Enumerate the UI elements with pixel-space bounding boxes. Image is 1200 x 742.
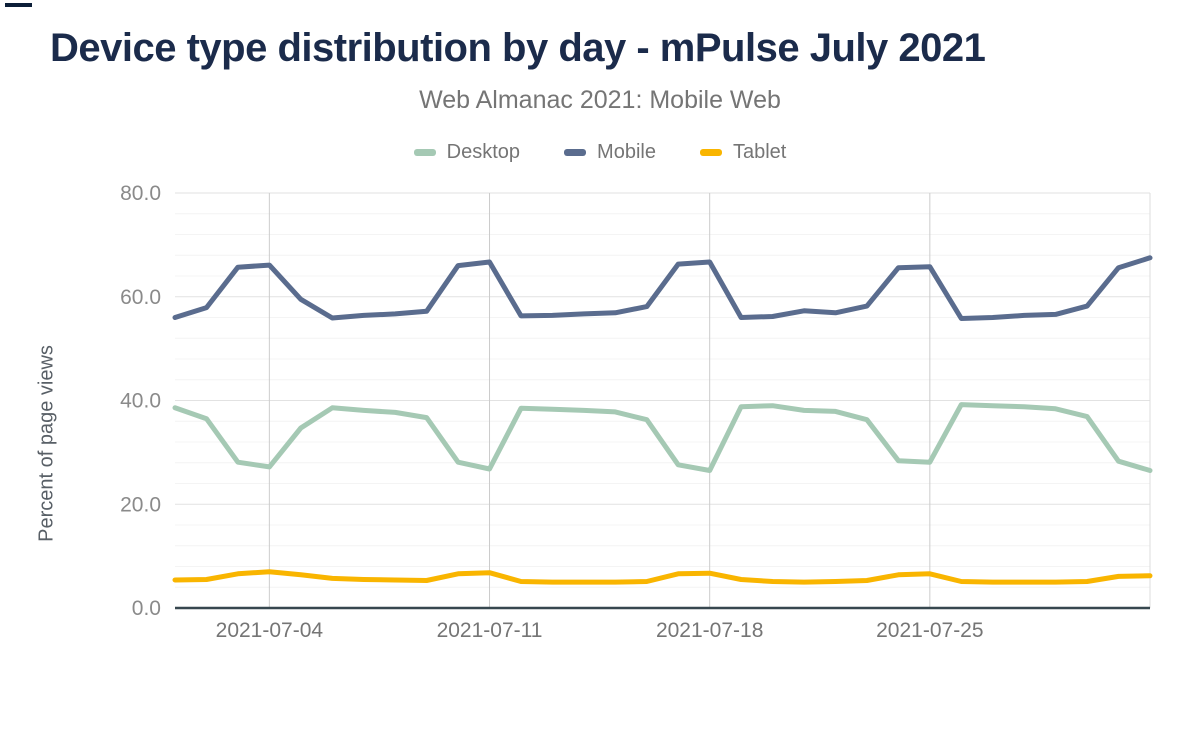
chart-title: Device type distribution by day - mPulse… <box>50 26 986 70</box>
y-tick-label: 20.0 <box>120 493 161 516</box>
legend-label-desktop: Desktop <box>446 141 521 163</box>
tablet-series-swatch-icon <box>699 148 722 156</box>
chart-subtitle: Web Almanac 2021: Mobile Web <box>419 86 781 114</box>
legend-label-mobile: Mobile <box>597 141 656 163</box>
desktop-series-line[interactable] <box>172 402 1153 473</box>
screenshot-artifact-bar <box>5 3 32 7</box>
x-tick-label: 2021-07-11 <box>437 619 543 642</box>
mobile-series-line[interactable] <box>172 255 1153 321</box>
legend-label-tablet: Tablet <box>732 141 787 163</box>
x-tick-label: 2021-07-18 <box>656 619 763 642</box>
x-tick-label: 2021-07-25 <box>876 619 983 642</box>
y-tick-label: 80.0 <box>120 182 161 205</box>
y-tick-label: 40.0 <box>120 390 161 413</box>
y-tick-label: 60.0 <box>120 286 161 309</box>
chart-legend: Desktop Mobile Tablet <box>0 142 1200 162</box>
legend-item-desktop[interactable]: Desktop <box>413 141 521 163</box>
mobile-series-swatch-icon <box>564 148 587 156</box>
y-tick-label: 0.0 <box>132 597 161 620</box>
desktop-series-swatch-icon <box>413 148 436 156</box>
x-tick-label: 2021-07-04 <box>216 619 324 642</box>
legend-item-tablet[interactable]: Tablet <box>699 141 787 163</box>
legend-item-mobile[interactable]: Mobile <box>564 142 656 162</box>
tablet-series-line[interactable] <box>172 569 1153 585</box>
